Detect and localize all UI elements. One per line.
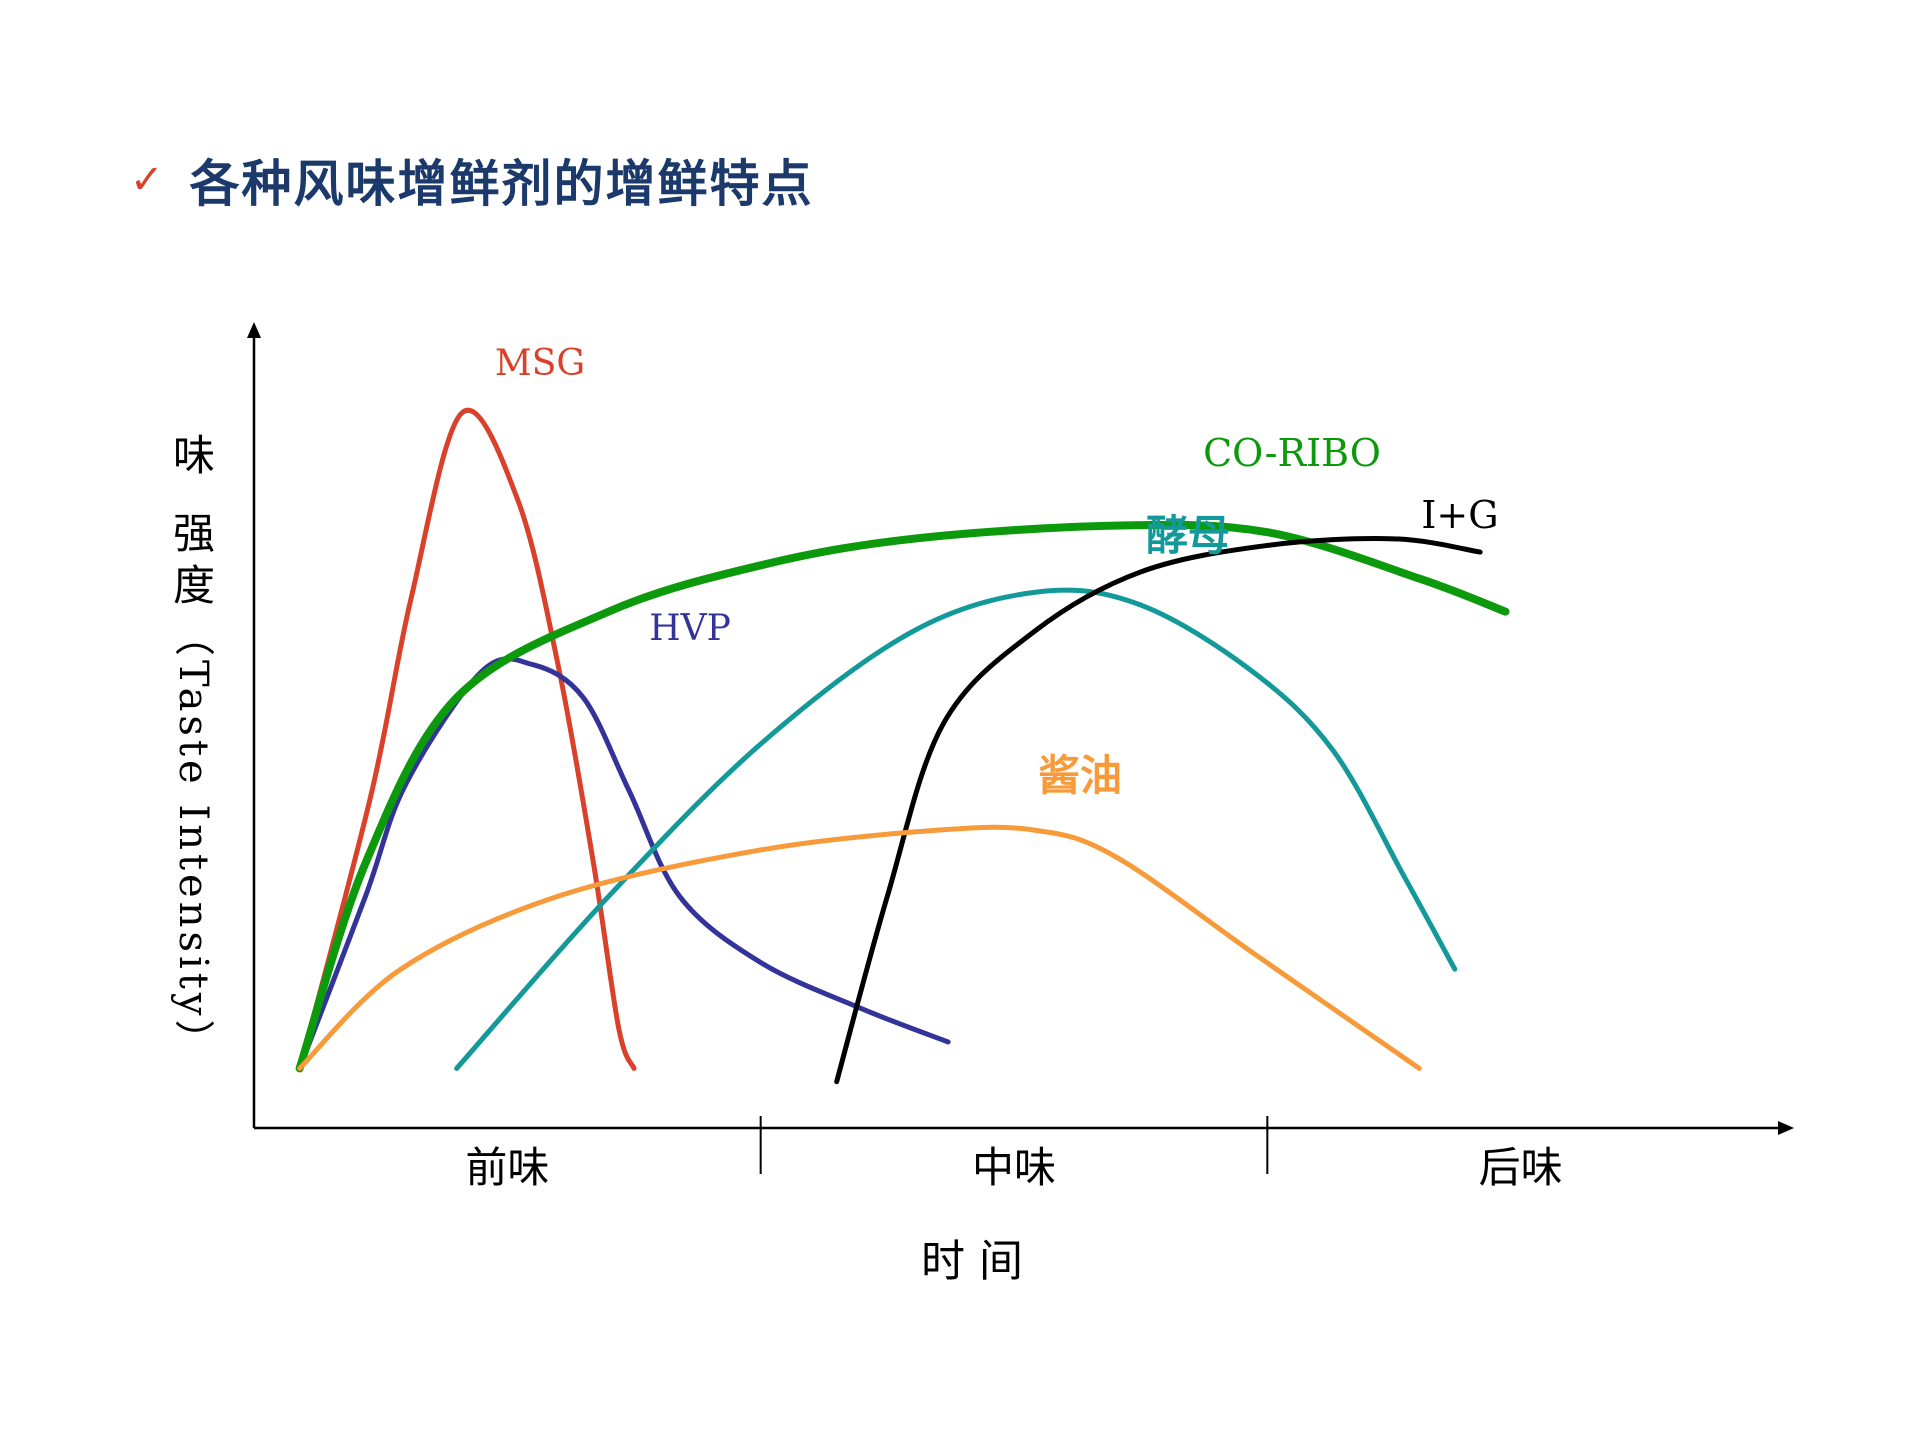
chart-series xyxy=(295,407,1510,1085)
series-line-6 xyxy=(297,824,1422,1071)
check-icon: ✓ xyxy=(130,157,164,203)
y-axis-label-main: 味 xyxy=(173,431,215,480)
series-label-4: 酵母 xyxy=(1146,511,1230,560)
series-line-3 xyxy=(295,520,1510,1073)
series-line-2 xyxy=(297,656,951,1071)
page-title: 各种风味增鲜剂的增鲜特点 xyxy=(189,155,814,213)
series-label-5: I+G xyxy=(1421,493,1498,537)
series-line-4 xyxy=(454,587,1458,1071)
slide-title: ✓ 各种风味增鲜剂的增鲜特点 xyxy=(130,150,814,213)
chart-axes xyxy=(247,322,1794,1174)
x-tick-label: 后味 xyxy=(1479,1143,1563,1192)
y-axis-label-paren: （Taste Intensity） xyxy=(170,616,216,1063)
series-label-3: CO-RIBO xyxy=(1203,431,1381,475)
series-line-5 xyxy=(834,536,1483,1085)
series-label-6: 酱油 xyxy=(1038,751,1122,800)
series-label-2: HVP xyxy=(649,608,731,649)
series-line-1 xyxy=(297,407,637,1071)
y-axis-label-sub: 强度 xyxy=(173,509,215,610)
series-label-1: MSG xyxy=(495,343,585,384)
x-tick-label: 中味 xyxy=(972,1143,1056,1192)
x-tick-label: 前味 xyxy=(465,1143,549,1192)
x-axis-label: 时 间 xyxy=(921,1236,1023,1287)
x-axis-arrow xyxy=(1778,1121,1794,1135)
chart-axis-text: 前味 中味 后味时 间 味强度 （Taste Intensity） xyxy=(170,431,1563,1287)
chart-series-labels: MSG HVP CO-RIBO 酵母 I+G 酱油 xyxy=(495,343,1499,800)
y-axis-arrow xyxy=(247,322,261,338)
